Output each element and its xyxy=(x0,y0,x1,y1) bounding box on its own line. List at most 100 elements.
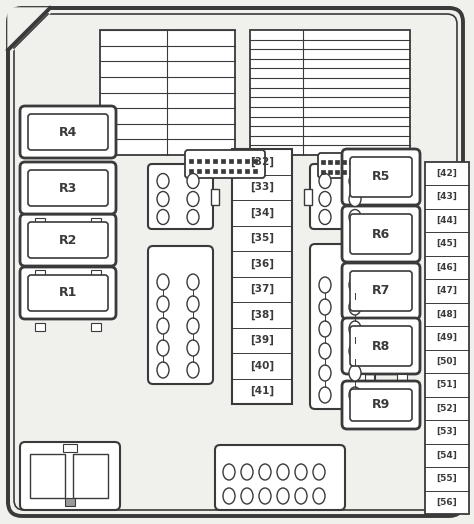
Ellipse shape xyxy=(157,340,169,356)
Ellipse shape xyxy=(319,321,331,337)
Text: [42]: [42] xyxy=(437,169,457,178)
FancyBboxPatch shape xyxy=(148,246,213,384)
Ellipse shape xyxy=(319,387,331,403)
Bar xyxy=(342,170,346,174)
Ellipse shape xyxy=(259,464,271,480)
FancyBboxPatch shape xyxy=(28,170,108,206)
Bar xyxy=(100,30,235,155)
Text: [49]: [49] xyxy=(437,333,457,342)
Bar xyxy=(229,159,233,163)
Bar xyxy=(349,170,353,174)
Ellipse shape xyxy=(277,488,289,504)
FancyBboxPatch shape xyxy=(350,389,412,421)
Text: R5: R5 xyxy=(372,170,390,183)
FancyBboxPatch shape xyxy=(14,14,457,510)
FancyBboxPatch shape xyxy=(310,164,375,229)
Text: [34]: [34] xyxy=(250,208,274,218)
Bar xyxy=(237,169,241,173)
Bar xyxy=(197,159,201,163)
Bar xyxy=(355,205,365,213)
Ellipse shape xyxy=(241,488,253,504)
Ellipse shape xyxy=(157,362,169,378)
Bar xyxy=(205,159,209,163)
Bar xyxy=(245,169,249,173)
Ellipse shape xyxy=(157,210,169,224)
Ellipse shape xyxy=(319,210,331,224)
Ellipse shape xyxy=(319,365,331,381)
Ellipse shape xyxy=(349,387,361,403)
Ellipse shape xyxy=(319,299,331,315)
FancyBboxPatch shape xyxy=(350,271,412,311)
Text: [54]: [54] xyxy=(437,451,457,460)
Bar xyxy=(425,161,469,514)
Text: [41]: [41] xyxy=(250,386,274,396)
Bar xyxy=(397,262,407,270)
Text: R9: R9 xyxy=(372,398,390,411)
FancyBboxPatch shape xyxy=(342,381,420,429)
Bar xyxy=(355,374,365,382)
FancyBboxPatch shape xyxy=(342,206,420,262)
Ellipse shape xyxy=(187,318,199,334)
Bar xyxy=(211,189,219,205)
FancyBboxPatch shape xyxy=(350,157,412,197)
FancyBboxPatch shape xyxy=(20,162,116,214)
FancyBboxPatch shape xyxy=(20,442,120,510)
Text: [55]: [55] xyxy=(437,474,457,483)
Text: R3: R3 xyxy=(59,181,77,194)
Ellipse shape xyxy=(349,173,361,189)
Bar xyxy=(355,319,365,327)
Ellipse shape xyxy=(259,488,271,504)
Bar xyxy=(253,159,257,163)
FancyBboxPatch shape xyxy=(8,8,463,516)
Bar xyxy=(35,218,45,226)
Bar xyxy=(321,160,325,164)
Text: [45]: [45] xyxy=(437,239,457,248)
Bar xyxy=(335,170,339,174)
Text: [33]: [33] xyxy=(250,182,274,192)
Bar xyxy=(253,169,257,173)
Ellipse shape xyxy=(223,488,235,504)
Ellipse shape xyxy=(313,464,325,480)
Ellipse shape xyxy=(319,277,331,293)
Bar xyxy=(250,30,410,155)
Text: [32]: [32] xyxy=(250,157,274,167)
Ellipse shape xyxy=(187,210,199,224)
Ellipse shape xyxy=(241,464,253,480)
Bar xyxy=(35,323,45,331)
Bar xyxy=(221,169,225,173)
Text: R6: R6 xyxy=(372,227,390,241)
Text: [50]: [50] xyxy=(437,357,457,366)
Bar xyxy=(65,498,75,506)
Text: [43]: [43] xyxy=(437,192,457,201)
Bar xyxy=(328,170,332,174)
Bar xyxy=(237,159,241,163)
Ellipse shape xyxy=(295,488,307,504)
Bar xyxy=(397,319,407,327)
Bar xyxy=(304,189,312,205)
Text: [46]: [46] xyxy=(437,263,457,272)
FancyBboxPatch shape xyxy=(342,263,420,319)
Text: [47]: [47] xyxy=(437,286,457,295)
Bar xyxy=(189,159,193,163)
Ellipse shape xyxy=(187,296,199,312)
Ellipse shape xyxy=(313,488,325,504)
Ellipse shape xyxy=(295,464,307,480)
Bar xyxy=(213,169,217,173)
Text: [38]: [38] xyxy=(250,310,274,320)
FancyBboxPatch shape xyxy=(185,150,265,178)
Text: [35]: [35] xyxy=(250,233,274,243)
Text: R8: R8 xyxy=(372,340,390,353)
Bar xyxy=(197,169,201,173)
Bar xyxy=(232,149,292,404)
FancyBboxPatch shape xyxy=(342,318,420,374)
Bar xyxy=(63,444,77,452)
Ellipse shape xyxy=(349,365,361,381)
Ellipse shape xyxy=(157,318,169,334)
Ellipse shape xyxy=(349,321,361,337)
Text: R7: R7 xyxy=(372,285,390,298)
Ellipse shape xyxy=(319,173,331,189)
FancyBboxPatch shape xyxy=(342,149,420,205)
Bar xyxy=(189,169,193,173)
Bar xyxy=(213,159,217,163)
FancyBboxPatch shape xyxy=(148,164,213,229)
